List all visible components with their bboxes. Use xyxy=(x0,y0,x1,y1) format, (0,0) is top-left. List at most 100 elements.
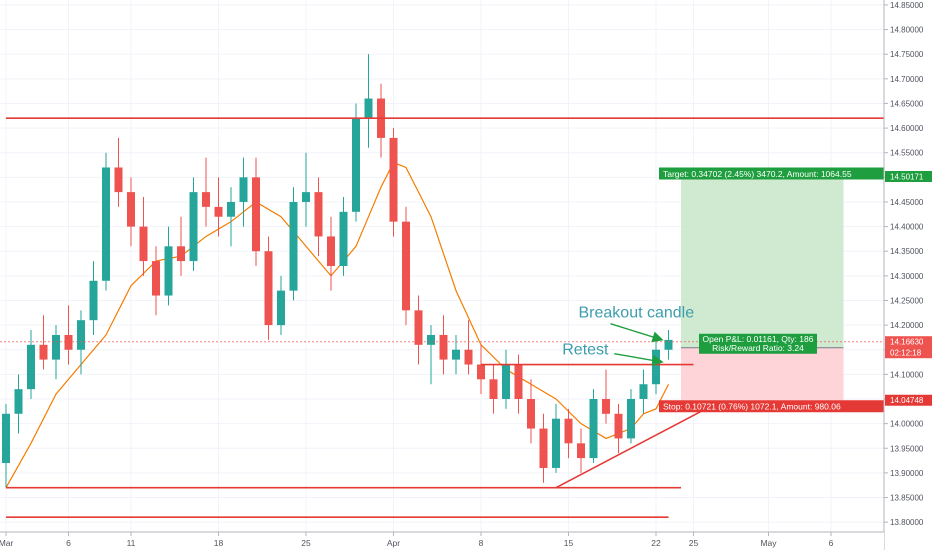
candle-down xyxy=(577,428,585,473)
price-tick-label: 13.80000 xyxy=(890,518,924,527)
time-axis-bg xyxy=(0,532,884,550)
price-axis[interactable]: 13.80000 13.85000 13.90000 13.95000 14.00000… xyxy=(883,0,932,550)
price-tick-label: 14.80000 xyxy=(890,26,924,35)
price-tick-label: 14.75000 xyxy=(890,50,924,59)
price-tick-label: 14.85000 xyxy=(890,1,924,10)
candle-down xyxy=(539,413,548,483)
price-tick-label: 14.20000 xyxy=(890,321,924,330)
time-tick-label: 6 xyxy=(829,538,834,548)
candle-body xyxy=(102,167,110,281)
candle-up xyxy=(589,389,598,464)
candle-down xyxy=(489,364,498,414)
candle-body xyxy=(414,310,423,345)
price-label-current-bg xyxy=(885,336,932,359)
price-label-target-bg xyxy=(885,170,932,182)
candle-body xyxy=(564,418,573,444)
annotation-retest: Retest xyxy=(562,342,664,366)
target-badge-bg xyxy=(659,167,917,180)
candle-body xyxy=(227,201,235,217)
candle-body xyxy=(152,261,160,296)
candle-down xyxy=(139,197,148,276)
price-label-current-text: 14.16630 xyxy=(890,338,924,347)
candle-up xyxy=(77,310,85,375)
time-tick-label: 25 xyxy=(301,538,311,548)
candle-up xyxy=(639,369,648,414)
stop-badge: Stop: 0.10721 (0.76%) 1072.1, Amount: 98… xyxy=(659,400,901,413)
annotations[interactable]: Target: 0.34702 (2.45%) 3470.2, Amount: … xyxy=(562,167,917,413)
price-tick-label: 14.45000 xyxy=(890,198,924,207)
candle-up xyxy=(664,330,673,360)
price-tick-label: 14.55000 xyxy=(890,149,924,158)
price-tick-label: 14.35000 xyxy=(890,247,924,256)
candle-body xyxy=(589,399,598,459)
price-label-stop-bg xyxy=(885,394,932,406)
candle-down xyxy=(402,206,410,326)
candle-down xyxy=(264,236,273,340)
candle-up xyxy=(277,275,285,335)
candle-body xyxy=(402,221,410,311)
time-tick-label: May xyxy=(760,538,777,548)
candle-down xyxy=(327,216,335,291)
candle-body xyxy=(114,167,123,193)
candle-body xyxy=(39,344,48,360)
candle-body xyxy=(614,413,623,439)
candle-body xyxy=(302,192,310,202)
price-tick-label: 14.30000 xyxy=(890,272,924,281)
candle-up xyxy=(2,403,10,488)
candle-body xyxy=(364,98,373,119)
candle-down xyxy=(252,157,260,266)
candle-body xyxy=(527,399,535,429)
price-tick-label: 14.10000 xyxy=(890,370,924,379)
price-label-target-text: 14.50171 xyxy=(890,172,924,181)
candle-down xyxy=(464,320,473,375)
candle-down xyxy=(114,137,123,207)
time-tick-label: 11 xyxy=(127,538,136,548)
drawn-levels[interactable] xyxy=(0,117,906,519)
price-tick-label: 14.60000 xyxy=(890,124,924,133)
candle-body xyxy=(277,290,285,326)
candle-body xyxy=(127,192,135,227)
candle-body xyxy=(239,177,248,202)
price-label-stop-text: 14.04748 xyxy=(890,396,924,405)
candle-body xyxy=(264,251,273,326)
candle-down xyxy=(214,177,223,237)
price-tick-label: 13.85000 xyxy=(890,494,924,503)
time-tick-label: 18 xyxy=(214,538,224,548)
candle-down xyxy=(152,246,160,316)
candle-body xyxy=(389,137,398,222)
candle-up xyxy=(52,325,60,380)
candle-up xyxy=(89,261,98,335)
price-tick-label: 14.25000 xyxy=(890,296,924,305)
time-tick-label: 8 xyxy=(479,538,484,548)
candle-up xyxy=(502,349,510,409)
candle-down xyxy=(202,157,210,227)
candle-body xyxy=(252,177,260,252)
price-tick-label: 13.95000 xyxy=(890,444,924,453)
candle-up xyxy=(189,177,198,271)
moving-average-line xyxy=(5,161,670,488)
annotation-breakout-candle-label: Breakout candle xyxy=(579,305,695,322)
candle-down xyxy=(564,408,573,459)
candle-down xyxy=(389,128,398,237)
candle-up xyxy=(14,374,23,434)
candle-up xyxy=(164,226,173,306)
candle-body xyxy=(427,334,435,345)
candle-body xyxy=(439,334,448,360)
candle-down xyxy=(439,315,448,375)
candle-body xyxy=(502,364,510,399)
candle-body xyxy=(189,192,198,262)
pnl-badge-bg xyxy=(699,333,817,354)
candle-down xyxy=(527,379,535,444)
candle-body xyxy=(27,344,35,390)
price-tick-label: 14.70000 xyxy=(890,75,924,84)
candle-body xyxy=(352,118,360,212)
candle-body xyxy=(52,334,60,360)
candle-down xyxy=(314,177,323,257)
time-tick-label: Apr xyxy=(387,538,400,548)
time-tick-label: 15 xyxy=(564,538,574,548)
time-axis[interactable]: Mar 6 11 18 25 Apr 8 15 22 25 May 6 xyxy=(0,531,884,550)
candle-down xyxy=(477,344,485,395)
